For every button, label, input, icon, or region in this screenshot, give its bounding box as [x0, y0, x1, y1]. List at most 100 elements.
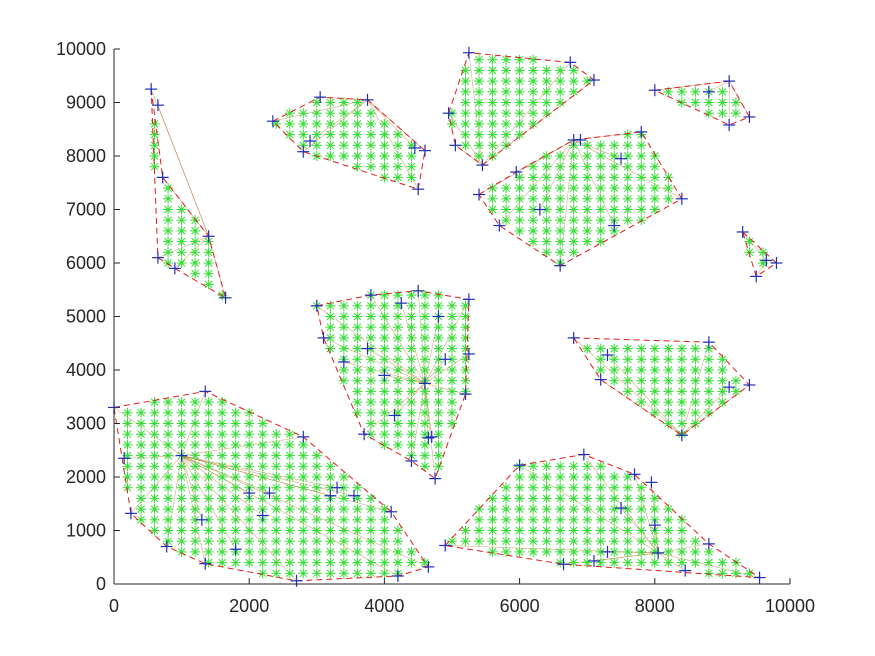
- fill-point-marker: [203, 407, 214, 418]
- fill-point-stroke: [326, 98, 335, 107]
- fill-point-marker: [595, 504, 606, 515]
- fill-point-stroke: [407, 387, 416, 396]
- fill-point-marker: [595, 161, 606, 172]
- vertex-marker: [587, 554, 600, 567]
- fill-point-stroke: [502, 548, 510, 556]
- fill-point-stroke: [448, 387, 456, 396]
- fill-point-stroke: [448, 334, 456, 342]
- fill-point-marker: [217, 450, 228, 461]
- fill-point-marker: [379, 418, 390, 429]
- fill-point-stroke: [529, 184, 537, 192]
- fill-point-marker: [663, 183, 674, 194]
- fill-point-marker: [717, 375, 728, 386]
- fill-point-marker: [568, 525, 579, 536]
- fill-point-stroke: [448, 120, 456, 128]
- fill-point-stroke: [326, 312, 335, 321]
- fill-point-stroke: [191, 494, 199, 503]
- fill-point-marker: [392, 439, 403, 450]
- fill-point-stroke: [191, 259, 199, 267]
- fill-point-stroke: [542, 216, 551, 225]
- fill-point-stroke: [164, 483, 172, 492]
- fill-point-marker: [703, 375, 714, 386]
- fill-point-stroke: [488, 98, 497, 107]
- fill-point-marker: [433, 300, 444, 311]
- fill-point-marker: [325, 311, 336, 322]
- vertex-marker: [675, 192, 688, 205]
- fill-point-marker: [622, 193, 633, 204]
- fill-point-marker: [352, 365, 363, 375]
- fill-point-marker: [541, 225, 552, 236]
- fill-point-marker: [433, 397, 444, 408]
- fill-point-stroke: [529, 227, 537, 235]
- fill-point-marker: [325, 536, 336, 547]
- fill-point-stroke: [177, 526, 186, 535]
- fill-point-stroke: [677, 526, 686, 535]
- fill-point-marker: [338, 151, 349, 161]
- fill-point-marker: [257, 568, 268, 579]
- fill-point-marker: [163, 183, 174, 194]
- fill-point-stroke: [353, 120, 362, 128]
- fill-point-stroke: [677, 515, 686, 524]
- fill-point-stroke: [718, 398, 727, 406]
- fill-point-stroke: [502, 55, 510, 64]
- fill-point-stroke: [272, 569, 281, 578]
- fill-point-marker: [568, 151, 579, 161]
- fill-point-stroke: [623, 184, 632, 192]
- fill-point-marker: [190, 525, 201, 536]
- region-outline: [653, 80, 751, 126]
- y-tick-label: 1000: [66, 521, 106, 541]
- fill-point-stroke: [204, 526, 213, 535]
- fill-point-stroke: [380, 387, 389, 396]
- fill-point-stroke: [623, 387, 632, 396]
- fill-point-stroke: [623, 494, 632, 503]
- fill-point-stroke: [623, 366, 632, 374]
- fill-point-marker: [582, 461, 593, 472]
- fill-point-marker: [190, 493, 201, 504]
- fill-point-stroke: [204, 280, 213, 289]
- fill-point-marker: [284, 482, 295, 493]
- fill-point-stroke: [623, 355, 632, 364]
- fill-point-stroke: [407, 419, 416, 428]
- y-tick-label: 3000: [66, 414, 106, 434]
- fill-point-stroke: [407, 152, 416, 160]
- fill-point-marker: [190, 247, 201, 258]
- fill-point-marker: [622, 151, 633, 161]
- fill-point-marker: [338, 493, 349, 504]
- fill-point-marker: [595, 225, 606, 236]
- fill-point-marker: [190, 461, 201, 472]
- fill-point-stroke: [677, 344, 686, 353]
- fill-point-marker: [244, 536, 255, 547]
- fill-point-marker: [298, 504, 309, 515]
- fill-point-stroke: [637, 537, 646, 546]
- fill-point-marker: [582, 536, 593, 547]
- fill-point-marker: [690, 97, 701, 108]
- fill-point-marker: [555, 193, 566, 204]
- fill-point-stroke: [191, 398, 199, 406]
- fill-point-stroke: [204, 269, 213, 278]
- fill-point-stroke: [353, 323, 362, 332]
- fill-point-stroke: [583, 515, 592, 524]
- fill-point-stroke: [258, 526, 267, 535]
- fill-point-stroke: [610, 473, 619, 481]
- fill-point-stroke: [312, 451, 321, 460]
- fill-point-stroke: [258, 548, 267, 556]
- fill-point-marker: [487, 140, 498, 151]
- fill-point-stroke: [556, 248, 565, 257]
- fill-point-stroke: [488, 515, 497, 524]
- fill-point-stroke: [258, 569, 267, 578]
- fill-point-marker: [419, 386, 430, 397]
- fill-point-marker: [257, 557, 268, 568]
- fill-point-marker: [352, 118, 363, 129]
- fill-point-marker: [257, 439, 268, 450]
- fill-point-stroke: [583, 344, 592, 353]
- fill-point-stroke: [610, 141, 619, 150]
- fill-point-stroke: [380, 408, 389, 417]
- fill-point-stroke: [191, 515, 199, 524]
- fill-point-stroke: [664, 355, 673, 364]
- fill-point-marker: [622, 375, 633, 386]
- fill-point-marker: [514, 54, 525, 65]
- fill-point-stroke: [542, 537, 551, 546]
- fill-point-stroke: [596, 141, 605, 150]
- fill-point-stroke: [380, 120, 389, 128]
- fill-point-marker: [149, 482, 160, 493]
